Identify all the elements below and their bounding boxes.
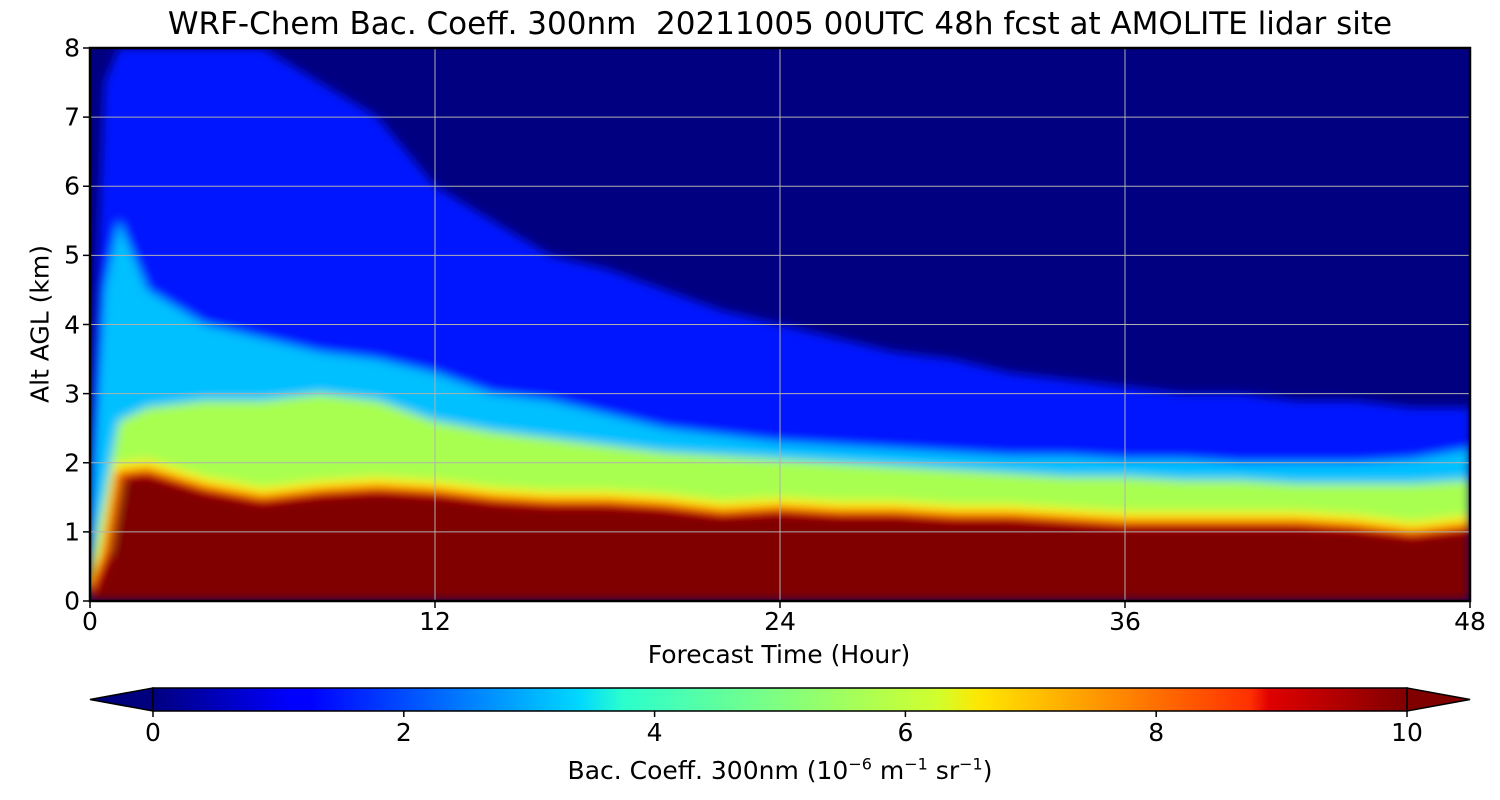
x-tick-label: 36 <box>1109 607 1141 636</box>
x-tick-label: 0 <box>82 607 98 636</box>
yellow-edge <box>90 459 1470 588</box>
colorbar-gradient <box>152 687 1408 712</box>
y-tick-label: 1 <box>64 517 80 547</box>
colorbar-label-exp2: −1 <box>904 754 928 774</box>
y-tick-label: 5 <box>64 240 80 270</box>
colorbar-label-exp3: −1 <box>959 754 983 774</box>
plot-frame <box>88 46 1472 603</box>
x-tick-label: 12 <box>419 607 451 636</box>
colorbar-label-main: Bac. Coeff. 300nm (10 <box>567 756 849 785</box>
colorbar <box>89 687 1471 717</box>
chart-title: WRF-Chem Bac. Coeff. 300nm 20211005 00UT… <box>167 6 1393 42</box>
y-tick-label: 4 <box>64 310 80 339</box>
y-tick-label: 0 <box>64 586 80 616</box>
colorbar-extend-low <box>89 687 154 712</box>
colorbar-tick-label: 10 <box>1391 718 1423 747</box>
colorbar-label-mid2: sr <box>927 756 960 785</box>
colorbar-extend-high <box>1406 687 1471 712</box>
y-tick-label: 7 <box>64 102 80 132</box>
colorbar-tick-label: 4 <box>646 718 663 747</box>
colorbar-tick-label: 2 <box>395 718 412 747</box>
y-tick-label: 3 <box>64 379 80 409</box>
colorbar-label-exp1: −6 <box>848 754 872 774</box>
red-edge <box>90 467 1470 594</box>
colorbar-label: Bac. Coeff. 300nm (10−6 m−1 sr−1) <box>568 756 993 785</box>
x-tick-label: 24 <box>764 607 796 636</box>
colorbar-tick-label: 8 <box>1148 718 1165 747</box>
colorbar-label-mid: m <box>871 756 905 785</box>
colorbar-label-end: ) <box>982 756 993 785</box>
x-axis-label: Forecast Time (Hour) <box>647 640 911 669</box>
y-tick-label: 8 <box>64 33 80 63</box>
x-tick-label: 48 <box>1454 607 1486 636</box>
colorbar-tick-label: 6 <box>897 718 914 747</box>
y-tick-label: 6 <box>64 171 80 201</box>
y-tick-label: 2 <box>64 448 80 478</box>
colorbar-tick-label: 0 <box>145 718 161 747</box>
